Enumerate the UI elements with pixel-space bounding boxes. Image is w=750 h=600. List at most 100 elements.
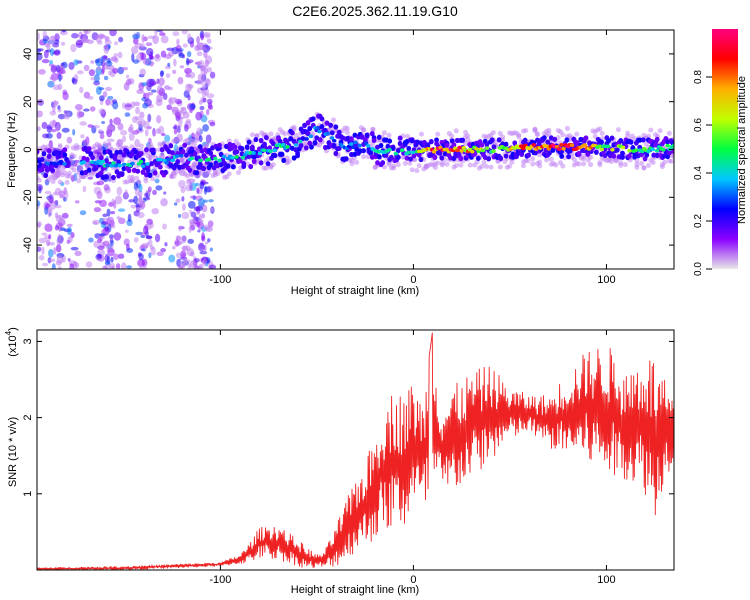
spectrogram-noise-blob xyxy=(37,98,44,106)
spectrogram-ridge-blob xyxy=(41,151,47,157)
spectrogram-noise-blob xyxy=(37,48,44,52)
spectrogram-halo-blob xyxy=(488,164,494,170)
spectrogram-ridge-blob xyxy=(208,162,214,168)
spectrogram-ridge-blob xyxy=(376,134,382,140)
spectrogram-noise-blob xyxy=(76,70,84,75)
spectrogram-ridge-blob xyxy=(654,136,660,142)
spectrogram-core-blob xyxy=(117,163,123,168)
spectrogram-noise-blob xyxy=(130,101,136,109)
spectrogram-halo-blob xyxy=(361,154,367,160)
spectrogram-core-blob xyxy=(353,140,358,145)
spectrogram-halo-blob xyxy=(416,163,422,169)
spectrogram-ridge-blob xyxy=(291,155,297,161)
spectrogram-halo-blob xyxy=(625,130,631,136)
spectrogram-core-blob xyxy=(431,149,437,154)
spectrogram-halo-blob xyxy=(646,163,652,169)
spectrogram-noise-blob xyxy=(83,108,90,112)
spectrogram-ridge-blob xyxy=(661,153,667,159)
spectrogram-noise-blob xyxy=(123,82,130,91)
spectrogram-y-ticks: -40 -20 0 20 40 xyxy=(22,48,674,253)
spectrogram-core-blob xyxy=(140,164,146,168)
spectrogram-ridge-blob xyxy=(416,152,422,158)
spectrogram-ridge-blob xyxy=(599,139,605,145)
spectrogram-noise-blob xyxy=(99,133,105,140)
spectrogram-noise-blob xyxy=(93,74,100,83)
spectrogram-noise-blob xyxy=(104,39,112,46)
spectrogram-noise-blob xyxy=(59,227,66,231)
spectrogram-noise-blob xyxy=(37,200,41,207)
spectrogram-halo-blob xyxy=(507,163,513,169)
spectrogram-noise-blob xyxy=(38,68,46,75)
spectrogram-noise-blob xyxy=(82,185,87,193)
spectrogram-noise-blob xyxy=(101,221,109,225)
spectrogram-ridge-blob xyxy=(135,168,141,174)
spectrogram-core-blob xyxy=(557,147,562,151)
spectrogram-noise-blob xyxy=(198,135,203,143)
spectrogram-halo-blob xyxy=(59,166,65,172)
spectrogram-noise-blob xyxy=(99,95,105,102)
spectrogram-noise-blob xyxy=(148,238,153,248)
spectrogram-noise-blob xyxy=(56,237,63,245)
spectrogram-noise-blob xyxy=(151,207,159,215)
spectrogram-noise-blob xyxy=(125,74,130,79)
spectrogram-halo-blob xyxy=(588,162,594,168)
spectrogram-halo-blob xyxy=(509,159,515,165)
spectrogram-halo-blob xyxy=(395,162,401,168)
spectrogram-halo-blob xyxy=(520,163,526,169)
spectrogram-noise-blob xyxy=(112,67,119,74)
spectrogram-noise-blob xyxy=(126,265,132,269)
spectrogram-halo-blob xyxy=(286,158,292,164)
spectrogram-noise-blob xyxy=(106,138,115,143)
spectrogram-noise-blob xyxy=(126,219,133,227)
spectrogram-ridge-blob xyxy=(152,170,158,176)
spectrogram-halo-blob xyxy=(650,160,656,166)
spectrogram-core-blob xyxy=(627,148,632,153)
spectrogram-noise-blob xyxy=(206,93,215,99)
spectrogram-core-blob xyxy=(665,143,670,148)
spectrogram-y-tick-label: -40 xyxy=(22,237,34,253)
spectrogram-noise-blob xyxy=(79,121,87,126)
spectrogram-noise-blob xyxy=(152,189,157,195)
spectrogram-ridge-blob xyxy=(144,147,149,153)
spectrogram-noise-blob xyxy=(175,252,182,258)
spectrogram-noise-blob xyxy=(144,192,149,198)
spectrogram-ridge-blob xyxy=(50,167,56,173)
spectrogram-noise-blob xyxy=(167,51,175,57)
spectrogram-ridge-blob xyxy=(263,134,269,141)
spectrogram-noise-blob xyxy=(49,224,53,232)
spectrogram-halo-blob xyxy=(458,162,464,168)
spectrogram-core-blob xyxy=(470,149,475,154)
spectrogram-noise-blob xyxy=(195,130,200,135)
spectrogram-ridge-blob xyxy=(637,137,643,143)
spectrogram-halo-blob xyxy=(669,158,674,164)
spectrogram-core-blob xyxy=(37,159,42,164)
spectrogram-x-tick-label: 0 xyxy=(410,274,416,286)
spectrogram-noise-blob xyxy=(117,51,123,59)
spectrogram-core-blob xyxy=(599,147,605,152)
spectrogram-noise-blob xyxy=(113,200,117,209)
spectrogram-noise-blob xyxy=(49,48,55,56)
spectrogram-noise-blob xyxy=(118,36,124,43)
spectrogram-noise-blob xyxy=(53,200,58,204)
spectrogram-noise-blob xyxy=(178,52,185,59)
spectrogram-noise-blob xyxy=(50,128,57,133)
spectrogram-noise-blob xyxy=(101,217,109,221)
spectrogram-noise-blob xyxy=(156,251,164,257)
spectrogram-noise-blob xyxy=(90,77,96,81)
spectrogram-noise-blob xyxy=(146,218,153,225)
snr-y-axis-label: SNR (10 * v/v) xyxy=(7,417,19,487)
spectrogram-noise-blob xyxy=(76,110,82,119)
spectrogram-noise-blob xyxy=(202,124,209,132)
spectrogram-ridge-blob xyxy=(121,152,127,158)
spectrogram-halo-blob xyxy=(370,127,376,133)
spectrogram-noise-blob xyxy=(176,125,181,134)
spectrogram-noise-blob xyxy=(133,195,139,205)
spectrogram-halo-blob xyxy=(409,167,415,173)
spectrogram-noise-blob xyxy=(135,106,140,115)
spectrogram-noise-blob xyxy=(201,83,207,91)
spectrogram-halo-blob xyxy=(497,164,503,170)
spectrogram-noise-blob xyxy=(102,213,108,218)
spectrogram-noise-blob xyxy=(182,111,190,119)
spectrogram-ridge-blob xyxy=(389,154,394,160)
